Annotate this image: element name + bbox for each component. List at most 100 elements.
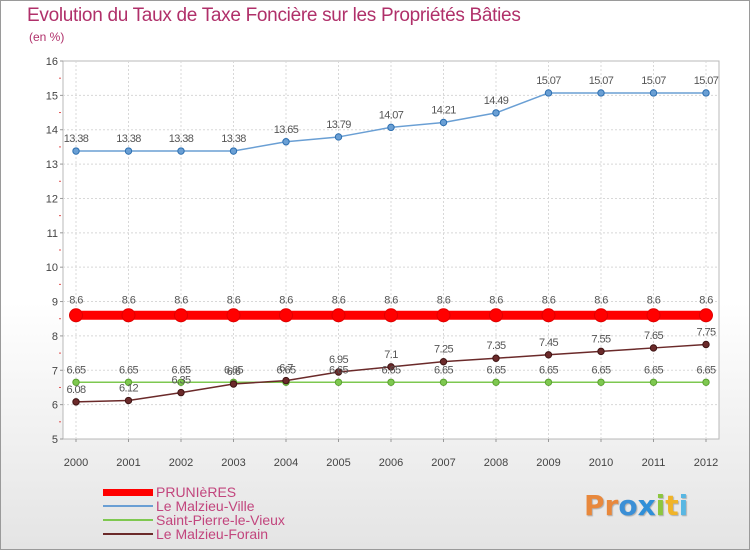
data-label: 6.65 (171, 364, 190, 376)
data-point (387, 123, 395, 132)
data-label: 15.07 (641, 75, 666, 87)
data-label: 8.6 (122, 294, 136, 306)
data-label: 6.65 (381, 364, 400, 376)
data-label: 6.65 (644, 364, 663, 376)
data-point (597, 89, 605, 97)
data-point (544, 378, 553, 386)
y-tick-label: 8 (52, 331, 58, 343)
data-point (649, 344, 658, 352)
y-tick-label: 9 (52, 297, 58, 309)
data-label: 7.65 (644, 330, 663, 342)
x-tick-label: 2000 (64, 457, 88, 469)
data-label: 15.07 (694, 75, 719, 87)
data-label: 13.38 (169, 133, 194, 145)
data-label: 8.6 (594, 294, 608, 306)
data-label: 6.65 (119, 364, 138, 376)
data-label: 14.49 (484, 95, 509, 107)
data-point (124, 147, 133, 155)
data-label: 7.1 (384, 349, 398, 361)
data-point (226, 308, 241, 323)
data-label: 6.65 (329, 364, 348, 376)
proxiti-logo: Proxiti (584, 489, 689, 522)
data-point (334, 368, 343, 376)
data-point (492, 354, 500, 362)
x-tick-label: 2010 (589, 457, 613, 469)
y-tick-label: 14 (46, 125, 58, 137)
data-label: 13.79 (326, 119, 351, 131)
legend-item-saint-pierre-le-vieux: Saint-Pierre-le-Vieux (103, 513, 285, 527)
data-label: 8.6 (437, 294, 451, 306)
data-label: 7.35 (486, 340, 505, 352)
legend-label-le-malzieu-forain: Le Malzieu-Forain (156, 526, 269, 542)
x-tick-label: 2007 (431, 457, 455, 469)
data-point (229, 380, 238, 388)
data-point (646, 308, 661, 323)
data-point (334, 133, 343, 141)
data-point (541, 308, 556, 323)
data-label: 6.7 (279, 363, 293, 375)
x-tick-label: 2011 (642, 457, 666, 469)
data-point (282, 138, 290, 146)
data-point (177, 378, 185, 386)
data-point (72, 378, 80, 386)
data-point (72, 147, 80, 155)
data-label: 8.6 (279, 294, 293, 306)
data-point (387, 363, 395, 371)
x-tick-label: 2003 (221, 457, 245, 469)
data-point (439, 118, 448, 127)
data-label: 6.65 (591, 364, 610, 376)
y-tick-label: 5 (52, 434, 58, 446)
data-point (121, 308, 136, 323)
data-label: 8.6 (647, 294, 661, 306)
data-label: 7.55 (591, 333, 610, 345)
data-label: 6.65 (486, 364, 505, 376)
data-point (282, 376, 290, 385)
data-point (124, 378, 133, 386)
data-label: 8.6 (174, 294, 188, 306)
data-label: 13.38 (116, 133, 141, 145)
data-point (436, 308, 451, 323)
data-label: 6.95 (329, 354, 348, 366)
data-label: 6.65 (434, 364, 453, 376)
data-point (597, 378, 605, 386)
y-tick-label: 13 (46, 159, 58, 171)
y-tick-label: 7 (52, 365, 58, 377)
data-point (439, 357, 448, 366)
data-point (649, 89, 658, 97)
data-point (489, 308, 503, 323)
data-point (702, 89, 710, 97)
data-point (331, 308, 346, 323)
y-tick-label: 12 (46, 193, 58, 205)
data-label: 8.6 (227, 294, 241, 306)
data-point (699, 308, 713, 323)
chart-title: Evolution du Taux de Taxe Foncière sur l… (27, 5, 521, 26)
legend-item-le-malzieu-ville: Le Malzieu-Ville (103, 499, 285, 513)
data-label: 6.6 (227, 366, 241, 378)
data-label: 8.6 (699, 294, 713, 306)
data-label: 15.07 (589, 75, 614, 87)
data-point (387, 378, 395, 386)
data-point (124, 396, 133, 405)
chart-subtitle: (en %) (29, 30, 65, 44)
x-tick-label: 2002 (169, 457, 193, 469)
data-label: 13.38 (64, 133, 89, 145)
data-label: 13.38 (221, 133, 246, 145)
data-label: 6.12 (119, 383, 138, 395)
data-label: 14.07 (379, 109, 404, 121)
data-label: 6.65 (66, 364, 85, 376)
data-label: 8.6 (332, 294, 346, 306)
y-tick-label: 16 (46, 56, 58, 68)
data-point (544, 351, 553, 359)
data-label: 8.6 (489, 294, 503, 306)
data-point (334, 378, 343, 386)
data-point (69, 308, 83, 323)
legend-swatch-saint-pierre-le-vieux (103, 519, 153, 521)
data-label: 15.07 (536, 75, 561, 87)
data-label: 8.6 (69, 294, 83, 306)
data-point (177, 147, 185, 155)
data-point (72, 398, 80, 406)
data-label: 7.45 (539, 337, 558, 349)
data-point (492, 109, 500, 117)
data-label: 7.25 (434, 344, 453, 356)
